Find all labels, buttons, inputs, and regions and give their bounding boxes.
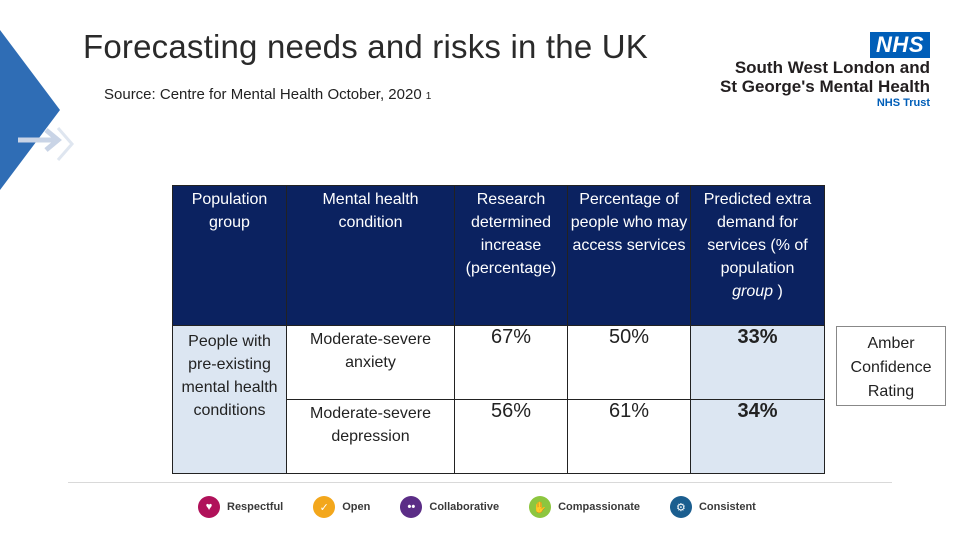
value-collaborative: •• Collaborative [400, 496, 499, 518]
footer-divider [68, 482, 892, 483]
header-predicted-text: Predicted extra demand for services (% o… [703, 191, 812, 277]
value-label: Consistent [698, 501, 756, 513]
access-cell: 50% [567, 325, 691, 400]
value-label: Open [342, 501, 371, 513]
logo-line-3: NHS Trust [876, 97, 930, 109]
side-accent-shape [0, 30, 60, 190]
header-predicted-tail: ) [773, 283, 783, 300]
value-compassionate: ✋ Compassionate [529, 496, 640, 518]
header-mental-health-condition: Mental health condition [286, 185, 455, 326]
source-footnote-ref: 1 [425, 91, 432, 102]
logo-line-1: South West London and [734, 58, 930, 77]
value-label: Compassionate [558, 501, 640, 513]
predicted-cell: 34% [690, 399, 825, 474]
header-predicted-emphasis: group [732, 283, 774, 300]
nhs-badge: NHS [870, 32, 930, 58]
population-group-cell: People with pre-existing mental health c… [172, 325, 287, 474]
value-respectful: ♥ Respectful [198, 496, 283, 518]
value-open: ✓ Open [313, 496, 370, 518]
value-label: Respectful [227, 501, 284, 513]
source-citation: Source: Centre for Mental Health October… [104, 86, 431, 103]
access-cell: 61% [567, 399, 691, 474]
table-row: People with pre-existing mental health c… [172, 325, 825, 474]
value-label: Collaborative [429, 501, 500, 513]
table-header-row: Population group Mental health condition… [172, 185, 825, 326]
header-research-increase: Research determined increase (percentage… [454, 185, 568, 326]
page-title: Forecasting needs and risks in the UK [83, 28, 649, 65]
condition-cell: Moderate-severe anxiety [286, 325, 455, 400]
confidence-rating-box: Amber Confidence Rating [836, 326, 946, 406]
header-access-percentage: Percentage of people who may access serv… [567, 185, 691, 326]
condition-cell: Moderate-severe depression [286, 399, 455, 474]
predicted-cell: 33% [690, 325, 825, 400]
forecast-table: Population group Mental health condition… [172, 185, 825, 474]
open-icon: ✓ [313, 496, 336, 518]
respectful-icon: ♥ [198, 496, 220, 518]
value-consistent: ⚙ Consistent [669, 496, 756, 518]
increase-cell: 56% [454, 399, 568, 474]
table-row: Moderate-severe depression 56% 61% 34% [173, 399, 825, 474]
nhs-trust-logo: NHS South West London and St George's Me… [720, 32, 930, 110]
increase-cell: 67% [454, 325, 568, 400]
consistent-icon: ⚙ [669, 496, 692, 518]
compassionate-icon: ✋ [529, 496, 552, 518]
trust-values-bar: ♥ Respectful ✓ Open •• Collaborative ✋ C… [198, 496, 786, 518]
source-text: Source: Centre for Mental Health October… [104, 86, 422, 103]
collaborative-icon: •• [400, 496, 423, 518]
logo-line-2: St George's Mental Health [720, 77, 930, 96]
arrow-icon [18, 127, 74, 161]
header-predicted-demand: Predicted extra demand for services (% o… [690, 185, 825, 326]
header-population-group: Population group [172, 185, 287, 326]
